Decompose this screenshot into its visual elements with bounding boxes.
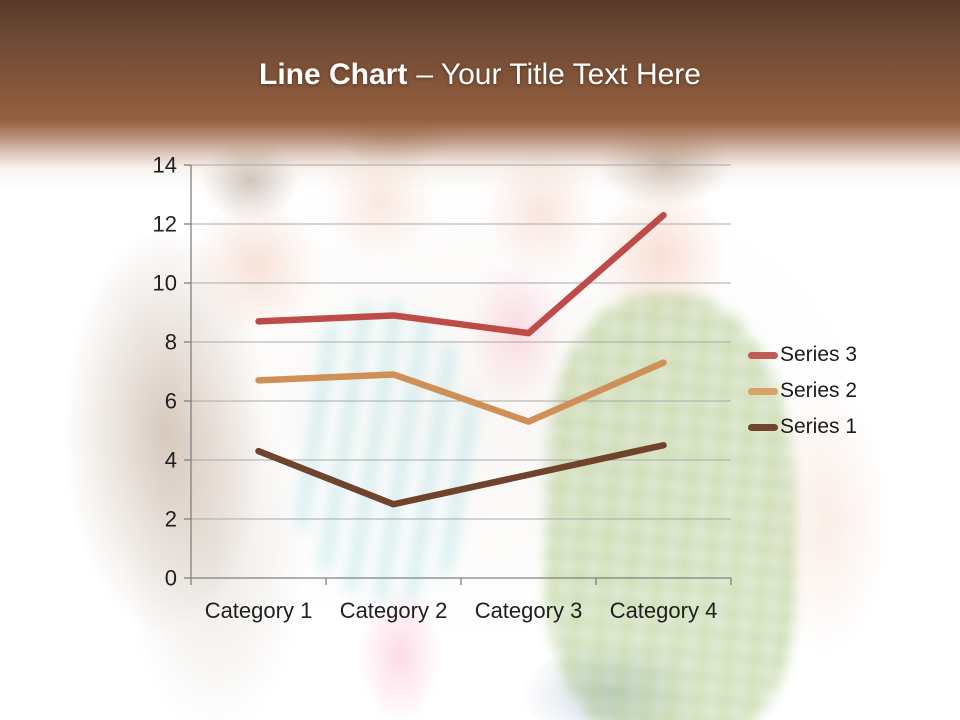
slide-title-prefix: Line Chart — [259, 58, 408, 91]
legend-item-series-1: Series 1 — [748, 409, 857, 445]
x-axis-category-label: Category 3 — [475, 598, 583, 623]
y-axis-tick-label: 12 — [153, 212, 177, 237]
x-axis-category-label: Category 4 — [610, 598, 718, 623]
y-axis-tick-label: 4 — [165, 448, 177, 473]
legend-item-series-3: Series 3 — [748, 337, 857, 373]
series-line-series-3 — [255, 211, 667, 337]
legend-swatch-series-3-icon — [748, 351, 778, 359]
legend-label-series-1: Series 1 — [780, 415, 858, 438]
x-axis-category-label: Category 2 — [340, 598, 448, 623]
legend-label-series-2: Series 2 — [780, 379, 858, 402]
chart-legend: Series 3 Series 2 Series 1 — [748, 337, 857, 445]
y-axis-tick-label: 2 — [165, 507, 177, 532]
legend-swatch-series-2-icon — [748, 387, 778, 395]
x-axis-category-label: Category 1 — [205, 598, 313, 623]
legend-label-series-3: Series 3 — [780, 343, 858, 366]
y-axis-tick-label: 14 — [153, 153, 177, 178]
y-axis-tick-label: 6 — [165, 389, 177, 414]
legend-swatch-series-1-icon — [748, 423, 778, 431]
series-line-series-1 — [255, 442, 667, 508]
title-band: Line Chart – Your Title Text Here — [0, 0, 960, 190]
slide-title: Line Chart – Your Title Text Here — [0, 57, 960, 93]
slide-title-rest: – Your Title Text Here — [416, 58, 701, 91]
y-axis-tick-label: 8 — [165, 330, 177, 355]
y-axis-tick-label: 0 — [165, 566, 177, 591]
y-axis-tick-label: 10 — [153, 271, 177, 296]
series-line-series-2 — [255, 359, 667, 425]
legend-item-series-2: Series 2 — [748, 373, 857, 409]
